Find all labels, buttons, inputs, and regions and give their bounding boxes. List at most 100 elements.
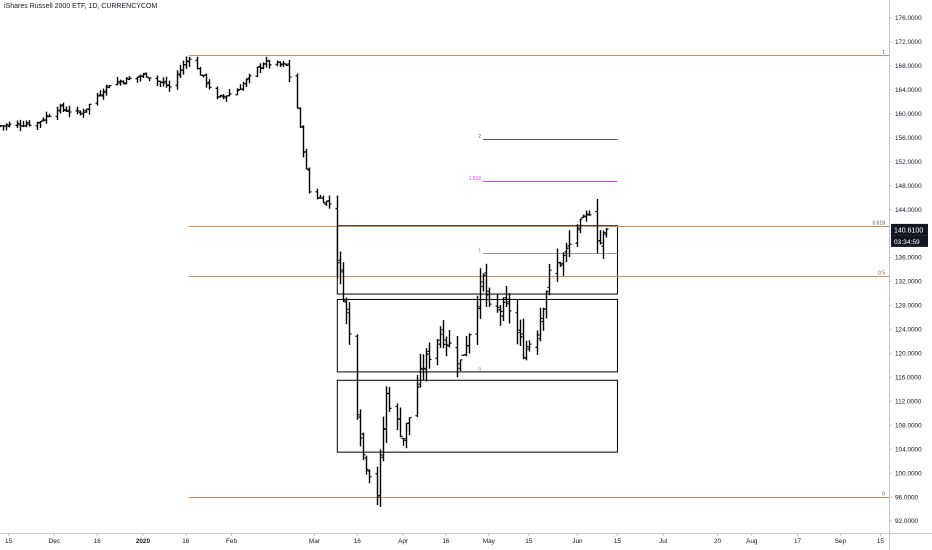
ohlc-bar <box>327 195 332 209</box>
extension-level-label: 1 <box>478 248 481 254</box>
fib-extension[interactable]: 2 1.618 1 0 <box>469 134 618 373</box>
ohlc-bar <box>384 386 389 443</box>
ohlc-bar <box>247 73 252 84</box>
price-axis-label: 172.0000 <box>895 39 922 46</box>
ohlc-bar <box>521 318 526 360</box>
ohlc-bar <box>235 88 240 96</box>
ohlc-bar <box>561 252 566 276</box>
ohlc-bar <box>221 94 226 100</box>
ohlc-bar <box>287 59 292 83</box>
ohlc-bar <box>124 77 129 85</box>
ohlc-bar <box>244 78 249 88</box>
ohlc-bar <box>575 224 580 247</box>
ohlc-bar <box>127 76 132 81</box>
ohlc-bar <box>118 79 123 86</box>
last-price-value: 140.6100 <box>894 227 923 234</box>
ohlc-bar <box>135 76 140 83</box>
ohlc-bar <box>538 307 543 342</box>
ohlc-bar <box>424 348 429 382</box>
ohlc-bars <box>0 56 609 507</box>
ohlc-bar <box>87 103 92 115</box>
rectangle-drawing-1[interactable] <box>336 225 618 295</box>
ohlc-bar <box>275 60 280 67</box>
ohlc-bar <box>484 263 489 307</box>
countdown-tag <box>891 235 928 247</box>
ohlc-bar <box>498 304 503 326</box>
time-axis-label: 20 <box>714 538 722 545</box>
ohlc-bar <box>507 293 512 324</box>
ohlc-bar <box>295 73 300 109</box>
ohlc-bar <box>535 330 540 355</box>
price-axis-label: 120.0000 <box>895 351 922 358</box>
time-axis-label: 2020 <box>136 538 151 545</box>
ohlc-bar <box>144 72 149 78</box>
price-axis-label: 104.0000 <box>895 446 922 453</box>
ohlc-bar <box>518 319 523 347</box>
last-price-tag <box>891 223 928 236</box>
ohlc-bar <box>267 60 272 69</box>
ohlc-bar <box>15 120 20 128</box>
time-axis-label: 15 <box>5 538 13 545</box>
ohlc-bar <box>75 106 80 115</box>
ohlc-bar <box>55 106 60 120</box>
ohlc-bar <box>604 227 609 238</box>
ohlc-bar <box>527 340 532 352</box>
time-axis-label: 16 <box>442 538 450 545</box>
ohlc-bar <box>447 330 452 348</box>
fib-level-label: 0 <box>882 492 885 498</box>
time-axis-label: Aug <box>746 538 758 545</box>
ohlc-bar <box>115 77 120 86</box>
ohlc-bar <box>475 295 480 345</box>
ohlc-bar <box>81 108 86 118</box>
ohlc-bar <box>435 338 440 366</box>
fib-retracement[interactable]: 1 0.618 0.5 0 <box>188 50 889 498</box>
ohlc-bar <box>587 210 592 216</box>
ohlc-bar <box>578 218 583 234</box>
ohlc-bar <box>504 285 509 307</box>
price-axis-label: 156.0000 <box>895 135 922 142</box>
ohlc-bar <box>164 76 169 88</box>
time-axis-label: Apr <box>398 538 409 545</box>
time-axis-label: 17 <box>794 538 802 545</box>
ohlc-bar <box>278 61 283 67</box>
time-axis-label: Sep <box>835 538 847 545</box>
ohlc-bar <box>301 125 306 158</box>
price-axis-label: 148.0000 <box>895 183 922 190</box>
ohlc-bar <box>24 120 29 128</box>
ohlc-bar <box>198 66 203 76</box>
ohlc-bar <box>218 94 223 98</box>
ohlc-bar <box>487 287 492 307</box>
ohlc-bar <box>381 416 386 462</box>
price-axis-label: 164.0000 <box>895 87 922 94</box>
ohlc-bar <box>204 73 209 88</box>
ohlc-bar <box>395 403 400 431</box>
ohlc-bar <box>455 336 460 378</box>
ohlc-bar <box>167 80 172 92</box>
ohlc-bar <box>61 102 66 113</box>
fib-level-label: 1 <box>882 50 885 56</box>
ohlc-bar <box>161 77 166 87</box>
time-axis-label: Dec <box>49 538 61 545</box>
ohlc-bar <box>564 242 569 263</box>
time-axis-label: 15 <box>614 538 622 545</box>
fib-level-label: 0.5 <box>878 271 885 277</box>
ohlc-bar <box>7 121 12 128</box>
ohlc-bar <box>44 111 49 124</box>
price-axis-label: 108.0000 <box>895 422 922 429</box>
rectangle-drawing-3[interactable] <box>336 379 618 453</box>
extension-level-label: 2 <box>478 134 481 140</box>
ohlc-bar <box>361 432 366 461</box>
price-axis-label: 128.0000 <box>895 303 922 310</box>
time-axis-label: Jun <box>572 538 583 545</box>
price-axis-label: 92.0000 <box>895 518 919 525</box>
ohlc-bar <box>338 251 343 285</box>
ohlc-bar <box>95 92 100 106</box>
extension-level-label: 1.618 <box>469 176 482 182</box>
price-axis-label: 96.0000 <box>895 494 919 501</box>
ohlc-bar <box>547 263 552 296</box>
ohlc-bar <box>427 342 432 369</box>
ohlc-bar <box>441 320 446 349</box>
ohlc-bar <box>64 106 69 113</box>
